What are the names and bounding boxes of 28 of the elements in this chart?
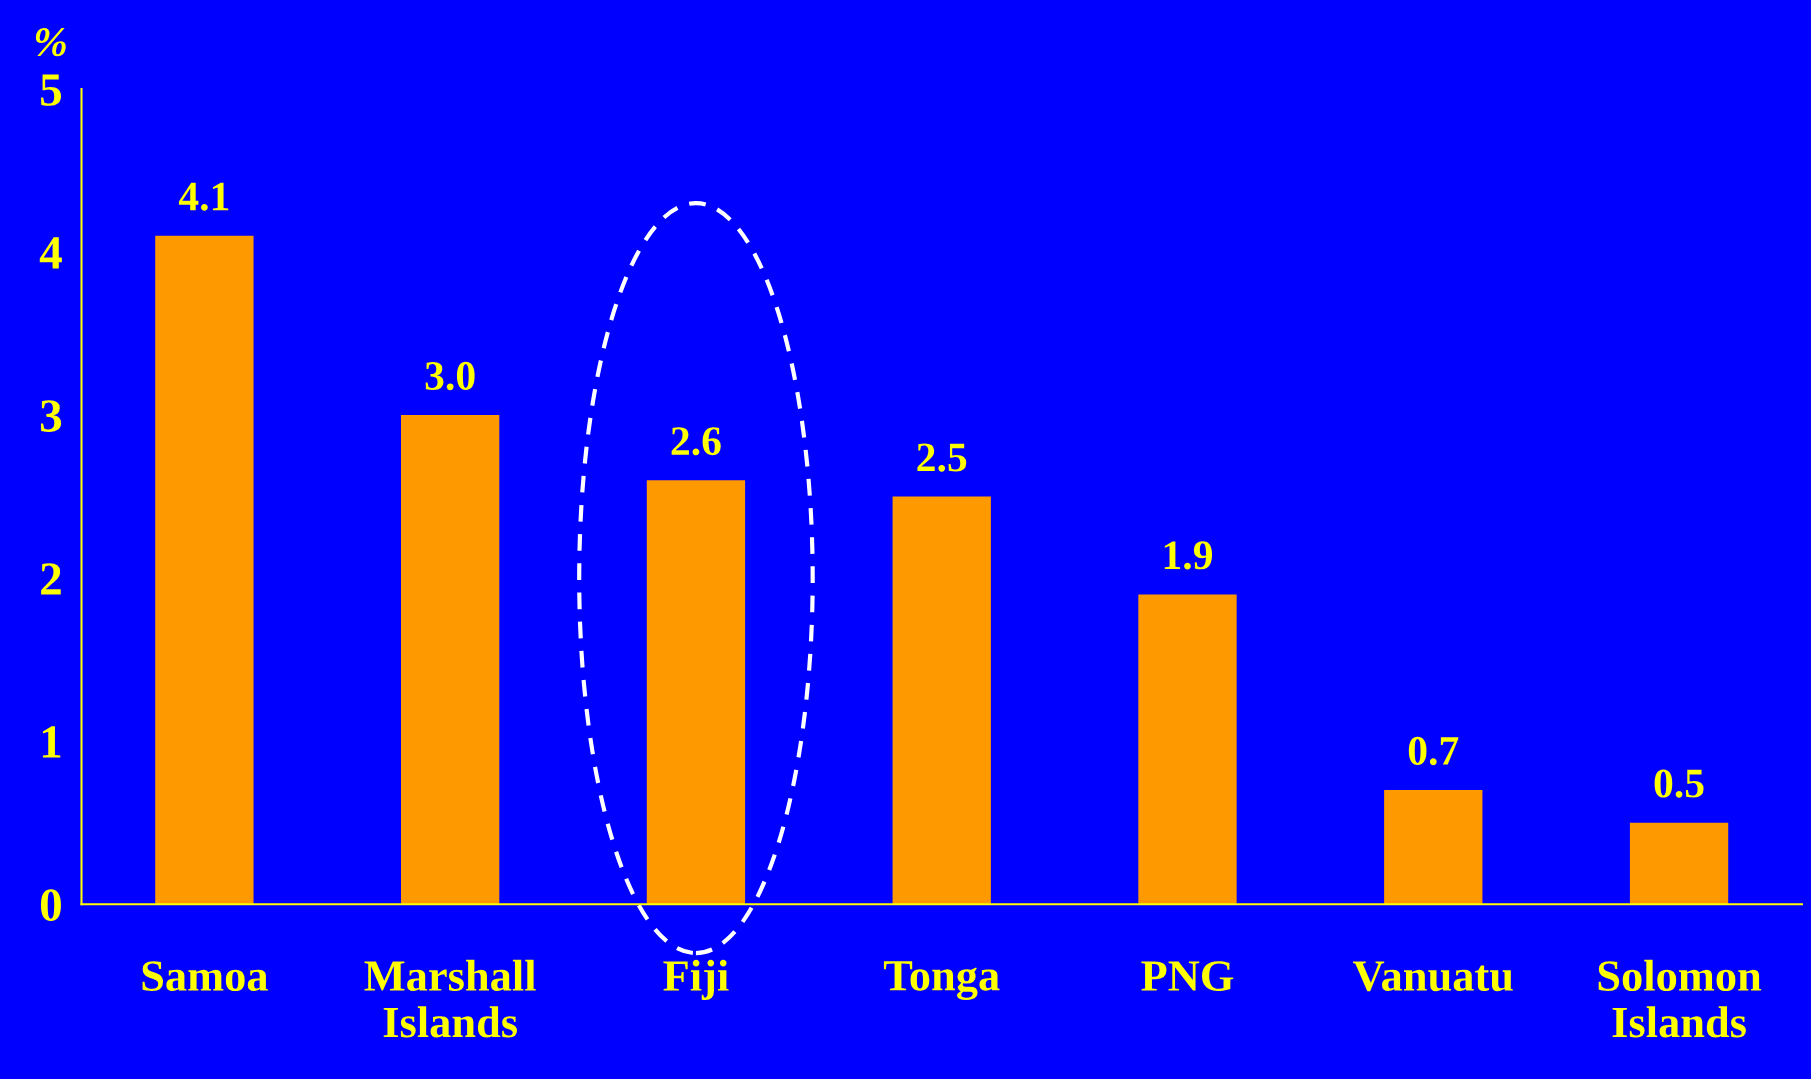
x-tick-label: Marshall Islands (364, 959, 536, 1038)
x-tick-label: Samoa (142, 961, 268, 992)
bar (401, 415, 500, 905)
y-tick-label: 4 (39, 237, 62, 269)
bar (892, 496, 991, 905)
bar (646, 480, 746, 905)
y-tick-label: 0 (40, 889, 61, 922)
bar (1138, 594, 1237, 905)
bar (155, 235, 254, 905)
data-label: 1.9 (1164, 541, 1213, 570)
data-label: 0.5 (1654, 769, 1704, 798)
data-label: 4.1 (178, 182, 229, 211)
data-label: 0.7 (1408, 736, 1459, 766)
data-label: 3.0 (425, 361, 475, 391)
bar (1384, 790, 1483, 905)
data-label: 2.5 (917, 443, 967, 472)
y-tick-label: 1 (42, 726, 61, 758)
y-tick-label: 3 (40, 400, 62, 432)
x-tick-label: Solomon Islands (1598, 959, 1762, 1038)
y-tick-label: 5 (41, 74, 62, 106)
data-label: 2.6 (671, 427, 721, 456)
x-tick-label: Tonga (883, 961, 1000, 1001)
y-tick-label: 2 (41, 563, 61, 595)
x-tick-label: Vanuatu (1353, 961, 1513, 992)
bar (1629, 822, 1729, 905)
x-tick-label: Fiji (663, 959, 729, 1001)
x-tick-label: PNG (1141, 961, 1234, 992)
y-axis-title: % (35, 27, 66, 57)
